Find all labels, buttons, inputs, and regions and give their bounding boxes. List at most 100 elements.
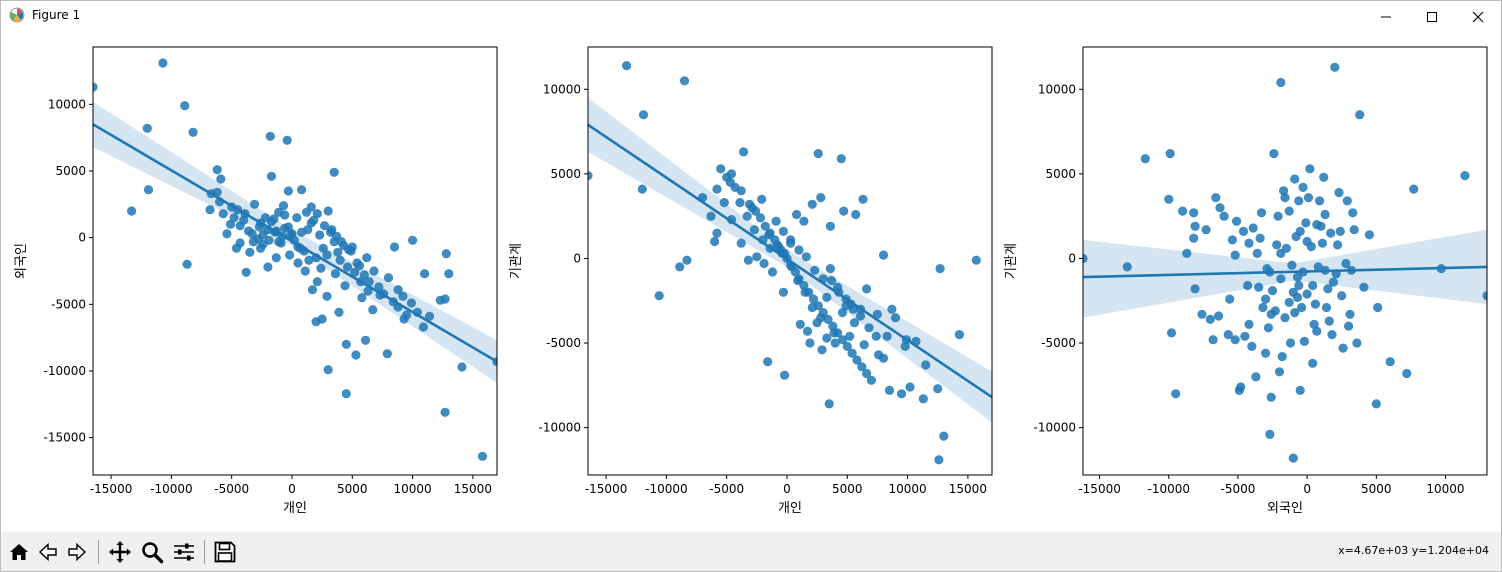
- configure-subplots-button[interactable]: [170, 538, 198, 566]
- scatter-point: [872, 309, 883, 319]
- scatter-point: [1334, 187, 1344, 198]
- scatter-point: [1338, 343, 1348, 353]
- maximize-button[interactable]: [1409, 1, 1455, 32]
- scatter-point: [1290, 308, 1300, 318]
- scatter-point: [1295, 226, 1305, 236]
- scatter-point: [330, 269, 340, 279]
- x-axis-label: 외국인: [1267, 501, 1303, 516]
- x-tick-label: -5000: [1221, 482, 1256, 496]
- scatter-point: [350, 267, 360, 277]
- pan-button[interactable]: [106, 538, 134, 566]
- scatter-point: [859, 340, 869, 350]
- scatter-point: [1294, 196, 1304, 206]
- scatter-point: [812, 318, 822, 328]
- scatter-point: [1189, 208, 1199, 218]
- scatter-point: [743, 255, 754, 265]
- scatter-point: [1122, 262, 1132, 272]
- scatter-point: [323, 206, 333, 216]
- x-axis-label: 개인: [778, 501, 802, 516]
- minimize-button[interactable]: [1363, 1, 1409, 32]
- scatter-point: [1240, 331, 1250, 341]
- scatter-point: [725, 177, 735, 187]
- scatter-point: [1178, 206, 1188, 216]
- scatter-point: [736, 238, 746, 248]
- scatter-point: [1255, 233, 1265, 243]
- back-button[interactable]: [34, 538, 62, 566]
- scatter-point: [222, 229, 232, 239]
- scatter-point: [1288, 453, 1298, 463]
- scatter-point: [1303, 193, 1314, 203]
- x-tick-label: 10000: [888, 482, 926, 496]
- scatter-point: [440, 407, 450, 417]
- scatter-point: [269, 214, 279, 224]
- y-tick-label: 0: [1068, 251, 1076, 265]
- scatter-point: [180, 101, 190, 111]
- scatter-point: [823, 314, 833, 324]
- scatter-point: [1297, 302, 1307, 313]
- scatter-point: [250, 199, 260, 209]
- axes-frame: [587, 46, 993, 476]
- forward-button[interactable]: [63, 538, 91, 566]
- scatter-point: [239, 215, 249, 225]
- home-button[interactable]: [5, 538, 33, 566]
- scatter-point: [1328, 277, 1338, 287]
- back-arrow-icon: [38, 542, 57, 562]
- scatter-point: [799, 280, 809, 291]
- save-button[interactable]: [211, 538, 239, 566]
- scatter-point: [851, 209, 861, 220]
- figure-canvas[interactable]: -15000 -10000 -5000 0 5000 10000 15000 -15000 -1…: [1, 32, 1501, 532]
- scatter-point: [1333, 240, 1343, 250]
- scatter-point: [1302, 236, 1312, 247]
- scatter-point: [1165, 149, 1175, 159]
- scatter-point: [1285, 338, 1296, 348]
- scatter-point: [890, 313, 901, 323]
- scatter-point: [1230, 335, 1240, 345]
- scatter-point: [1238, 226, 1249, 236]
- scatter-point: [286, 230, 296, 240]
- scatter-point: [1308, 280, 1318, 291]
- scatter-point: [1166, 328, 1177, 338]
- scatter-point: [675, 262, 685, 272]
- confidence-band: [1083, 229, 1487, 318]
- scatter-point: [588, 171, 593, 181]
- scatter-point: [1287, 260, 1297, 270]
- scatter-point: [283, 186, 293, 196]
- zoom-button[interactable]: [138, 538, 166, 566]
- scatter-point: [393, 285, 403, 295]
- scatter-point: [712, 228, 722, 238]
- scatter-point: [340, 281, 350, 291]
- scatter-point: [1263, 323, 1273, 333]
- scatter-point: [921, 360, 931, 370]
- scatter-point: [1349, 225, 1359, 235]
- scatter-point: [807, 199, 817, 209]
- scatter-point: [866, 375, 877, 385]
- scatter-point: [887, 304, 897, 314]
- scatter-point: [182, 259, 192, 269]
- scatter-point: [1267, 286, 1278, 296]
- scatter-point: [241, 267, 251, 277]
- scatter-point: [735, 198, 745, 208]
- x-tick-label: -5000: [709, 482, 744, 496]
- scatter-point: [874, 350, 884, 360]
- y-axis-label: 기관계: [1004, 243, 1019, 279]
- scatter-point: [374, 282, 384, 292]
- scatter-point: [347, 242, 357, 252]
- scatter-point: [719, 198, 729, 208]
- scatter-point: [408, 235, 418, 245]
- scatter-point: [816, 193, 826, 203]
- zoom-icon: [142, 542, 164, 564]
- scatter-point: [1261, 294, 1271, 304]
- scatter-point: [749, 225, 760, 235]
- scatter-point: [218, 209, 228, 219]
- scatter-point: [1320, 209, 1330, 220]
- scatter-point: [852, 355, 862, 365]
- regression-line: [1083, 265, 1487, 279]
- close-button[interactable]: [1455, 1, 1501, 32]
- scatter-point: [726, 169, 737, 179]
- scatter-point: [418, 322, 428, 332]
- scatter-point: [256, 243, 266, 253]
- x-axis-label: 개인: [283, 501, 307, 516]
- axes-frame: [1082, 46, 1488, 476]
- scatter-point: [757, 194, 767, 204]
- x-tick-label: 15000: [454, 482, 492, 496]
